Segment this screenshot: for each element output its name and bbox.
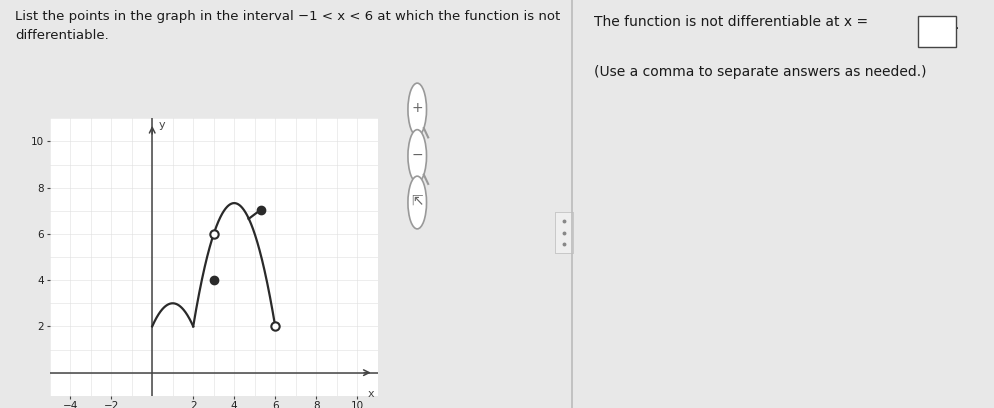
Circle shape [408,83,426,136]
FancyBboxPatch shape [918,16,956,47]
Text: y: y [158,120,165,130]
Text: +: + [412,101,423,115]
Text: x: x [368,389,374,399]
Text: (Use a comma to separate answers as needed.): (Use a comma to separate answers as need… [594,65,927,79]
Text: .: . [954,18,958,31]
Text: ⇱: ⇱ [412,194,423,208]
Circle shape [408,130,426,182]
Text: List the points in the graph in the interval −1 < x < 6 at which the function is: List the points in the graph in the inte… [15,10,561,42]
Text: −: − [412,147,423,162]
Circle shape [408,176,426,229]
Text: The function is not differentiable at x =: The function is not differentiable at x … [594,15,869,29]
